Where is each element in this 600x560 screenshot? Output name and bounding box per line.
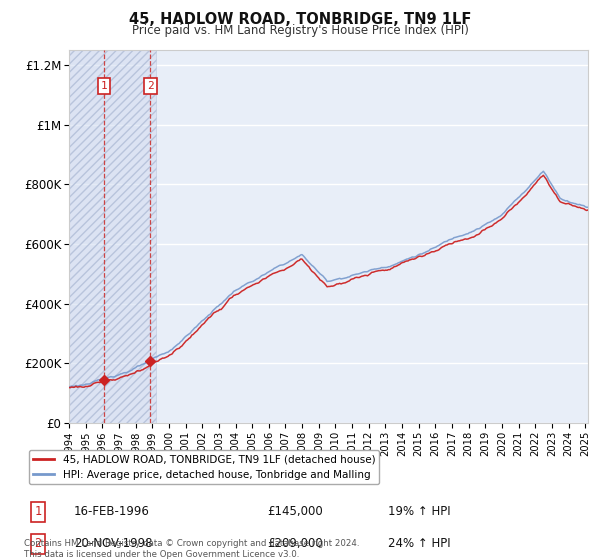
- Bar: [69, 50, 155, 423]
- Text: 45, HADLOW ROAD, TONBRIDGE, TN9 1LF: 45, HADLOW ROAD, TONBRIDGE, TN9 1LF: [129, 12, 471, 27]
- Text: 2: 2: [34, 538, 41, 550]
- Text: 16-FEB-1996: 16-FEB-1996: [74, 505, 149, 518]
- Text: 1: 1: [101, 81, 107, 91]
- Text: 24% ↑ HPI: 24% ↑ HPI: [388, 538, 451, 550]
- Text: 19% ↑ HPI: 19% ↑ HPI: [388, 505, 451, 518]
- Text: 2: 2: [147, 81, 154, 91]
- Text: Price paid vs. HM Land Registry's House Price Index (HPI): Price paid vs. HM Land Registry's House …: [131, 24, 469, 36]
- Text: Contains HM Land Registry data © Crown copyright and database right 2024.
This d: Contains HM Land Registry data © Crown c…: [24, 539, 359, 559]
- Bar: [69, 50, 155, 423]
- Text: £209,000: £209,000: [267, 538, 323, 550]
- Legend: 45, HADLOW ROAD, TONBRIDGE, TN9 1LF (detached house), HPI: Average price, detach: 45, HADLOW ROAD, TONBRIDGE, TN9 1LF (det…: [29, 450, 379, 484]
- Text: £145,000: £145,000: [267, 505, 323, 518]
- Text: 1: 1: [34, 505, 41, 518]
- Text: 20-NOV-1998: 20-NOV-1998: [74, 538, 152, 550]
